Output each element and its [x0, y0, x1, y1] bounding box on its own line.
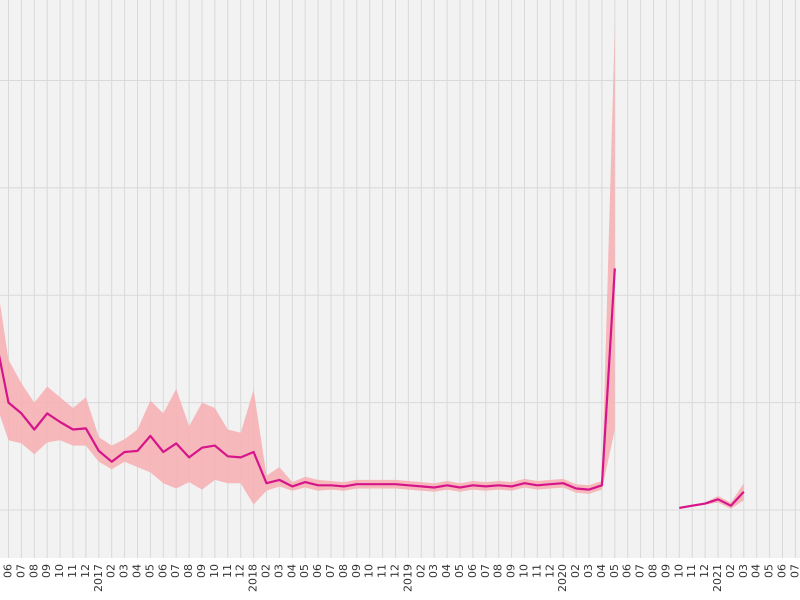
x-tick-label: 06: [156, 564, 169, 578]
x-tick-label: 09: [659, 564, 672, 578]
x-tick-label: 02: [724, 564, 737, 578]
x-tick-label: 2021: [711, 564, 724, 592]
x-tick-label: 04: [131, 564, 144, 578]
x-tick-label: 08: [647, 564, 660, 578]
x-tick-label: 02: [260, 564, 273, 578]
x-tick-label: 06: [2, 564, 15, 578]
confidence-band-segment: [679, 483, 744, 509]
x-tick-label: 03: [427, 564, 440, 578]
x-tick-label: 10: [518, 564, 531, 578]
x-tick-label: 04: [750, 564, 763, 578]
x-tick-label: 12: [389, 564, 402, 578]
x-tick-label: 08: [492, 564, 505, 578]
x-tick-label: 09: [40, 564, 53, 578]
x-tick-label: 11: [66, 564, 79, 578]
x-tick-label: 06: [311, 564, 324, 578]
x-tick-label: 03: [272, 564, 285, 578]
x-tick-label: 11: [221, 564, 234, 578]
x-tick-label: 09: [195, 564, 208, 578]
x-tick-label: 07: [324, 564, 337, 578]
x-tick-label: 05: [453, 564, 466, 578]
x-tick-label: 03: [737, 564, 750, 578]
plot-background: [0, 0, 800, 558]
x-tick-label: 11: [685, 564, 698, 578]
x-tick-label: 07: [169, 564, 182, 578]
series-line: [0, 268, 745, 509]
x-tick-label: 2019: [401, 564, 414, 592]
x-tick-label: 10: [208, 564, 221, 578]
x-tick-label: 08: [182, 564, 195, 578]
x-tick-label: 12: [79, 564, 92, 578]
x-tick-label: 07: [788, 564, 800, 578]
x-tick-label: 04: [595, 564, 608, 578]
x-tick-label: 05: [298, 564, 311, 578]
x-tick-label: 07: [14, 564, 27, 578]
x-tick-label: 06: [776, 564, 789, 578]
x-tick-label: 04: [440, 564, 453, 578]
x-tick-label: 05: [143, 564, 156, 578]
x-tick-label: 02: [569, 564, 582, 578]
x-tick-label: 12: [543, 564, 556, 578]
x-tick-label: 10: [363, 564, 376, 578]
x-tick-label: 2020: [556, 564, 569, 592]
x-tick-label: 04: [285, 564, 298, 578]
x-tick-label: 10: [672, 564, 685, 578]
x-tick-label: 11: [376, 564, 389, 578]
x-tick-label: 09: [350, 564, 363, 578]
x-tick-label: 02: [414, 564, 427, 578]
x-tick-label: 08: [337, 564, 350, 578]
x-tick-label: 03: [582, 564, 595, 578]
x-tick-label: 03: [118, 564, 131, 578]
confidence-band: [0, 26, 744, 509]
x-tick-label: 08: [27, 564, 40, 578]
horizontal-gridlines: [0, 80, 800, 511]
x-tick-label: 2017: [92, 564, 105, 592]
x-tick-label: 06: [466, 564, 479, 578]
x-tick-label: 09: [505, 564, 518, 578]
x-tick-label: 02: [105, 564, 118, 578]
series-line-segment: [679, 490, 745, 509]
x-tick-label: 07: [479, 564, 492, 578]
x-tick-label: 05: [608, 564, 621, 578]
x-tick-label: 06: [621, 564, 634, 578]
x-tick-label: 11: [530, 564, 543, 578]
x-tick-label: 10: [53, 564, 66, 578]
x-tick-label: 05: [763, 564, 776, 578]
x-axis-ticks: 06 07 08 09 10 11 12 2017 02 03 04 05 06 07 08 09 10 11 12…: [2, 564, 800, 592]
x-tick-label: 12: [234, 564, 247, 578]
x-tick-label: 07: [634, 564, 647, 578]
x-tick-label: 2018: [247, 564, 260, 592]
x-tick-label: 12: [698, 564, 711, 578]
series-line-segment: [0, 268, 616, 491]
